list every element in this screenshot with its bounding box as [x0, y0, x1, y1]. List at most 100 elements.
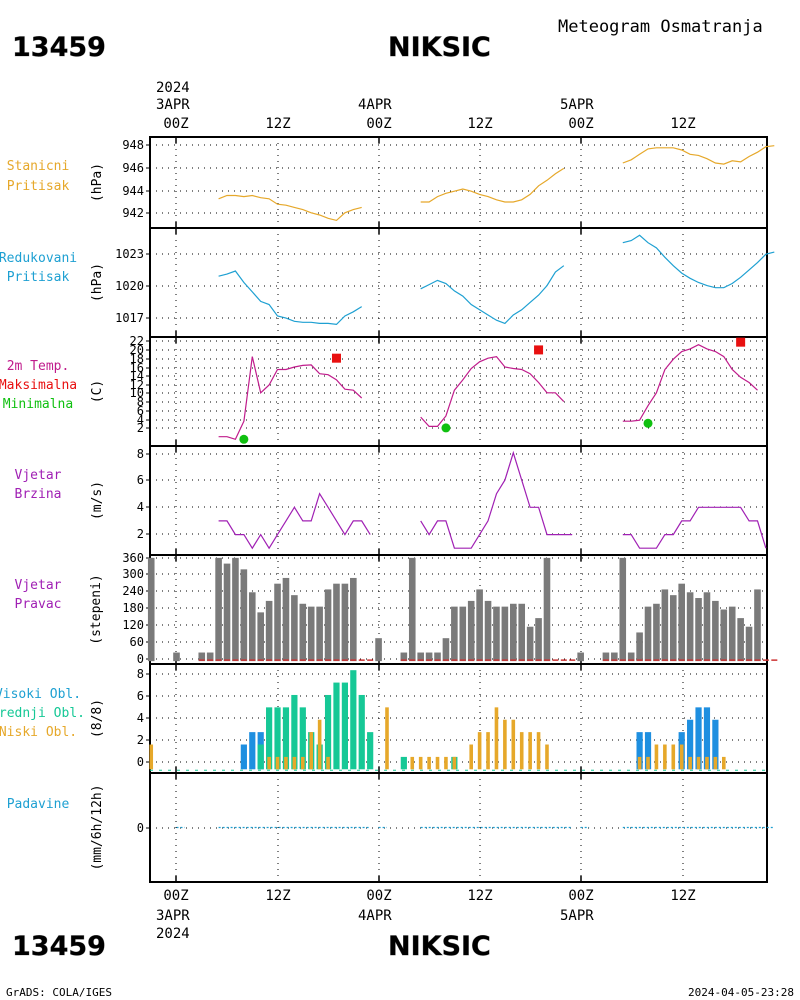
wind-direction-bar	[240, 569, 248, 662]
wind-direction-bar	[299, 603, 307, 662]
bottom-hour-1: 00Z	[163, 888, 188, 904]
wind-direction-bar	[265, 600, 273, 662]
wind-direction-bar	[341, 583, 349, 662]
cloud-bar-low	[696, 756, 701, 770]
cloud-bar-low	[722, 756, 726, 770]
cloud-bar-low	[486, 732, 490, 770]
top-hour-5: 00Z	[568, 116, 593, 132]
series-line	[420, 265, 565, 325]
wind-direction-bar	[543, 557, 551, 662]
series-line	[420, 355, 565, 427]
wind-direction-bar	[434, 652, 441, 662]
series-line	[420, 167, 565, 203]
top-hour-4: 12Z	[467, 116, 492, 132]
cloud-bar-low	[275, 756, 280, 770]
panel-label: Pravac	[15, 597, 62, 612]
station-id-top: 13459	[12, 32, 106, 63]
wind-direction-bar	[737, 618, 744, 662]
footer-right: 2024-04-05-23:28	[688, 986, 794, 999]
panel-label: Stanicni	[7, 159, 70, 174]
cloud-bar-low	[418, 756, 423, 770]
panel-p4: 8 6 4 2 (m/s) Vjetar Brzina	[15, 445, 768, 556]
cloud-bar-mid	[400, 756, 407, 770]
bottom-hour-4: 12Z	[467, 888, 492, 904]
cloud-bar-low	[545, 744, 549, 770]
top-day-1: 3APR	[156, 97, 190, 113]
wind-direction-bar	[451, 606, 458, 662]
y-axis-title: (mm/6h/12h)	[90, 784, 105, 870]
wind-direction-bar	[307, 606, 315, 662]
cloud-bar-high	[687, 719, 694, 770]
wind-direction-bar	[425, 652, 433, 662]
wind-direction-bar	[644, 606, 652, 662]
wind-direction-bar	[232, 557, 239, 662]
cloud-bar-mid	[324, 694, 332, 770]
y-tick-label: 18	[130, 352, 144, 366]
cloud-bar-mid	[282, 707, 290, 770]
y-tick-label: 2	[137, 527, 144, 541]
panel-frame	[149, 227, 768, 338]
cloud-bar-low	[637, 756, 642, 770]
y-tick-label: 6	[137, 689, 144, 703]
chart-title: Meteogram Osmatranja	[558, 17, 763, 37]
y-tick-label: 946	[122, 161, 144, 175]
wind-direction-bar	[257, 612, 264, 662]
cloud-bar-mid	[257, 744, 264, 770]
y-axis-title: (hPa)	[90, 263, 105, 302]
series-line	[218, 356, 363, 441]
top-year: 2024	[156, 80, 190, 96]
bottom-hour-3: 00Z	[366, 888, 391, 904]
wind-direction-bar	[333, 583, 340, 662]
panel-label: Vjetar	[15, 468, 62, 483]
wind-direction-bar	[577, 652, 584, 662]
min-temp-marker	[239, 434, 249, 444]
wind-direction-bar	[484, 600, 492, 662]
cloud-bar-mid	[367, 732, 374, 770]
cloud-bar-low	[267, 756, 271, 770]
wind-direction-bar	[350, 577, 357, 662]
cloud-bar-mid	[350, 670, 357, 770]
wind-direction-bar	[703, 592, 711, 662]
cloud-bar-low	[326, 756, 330, 770]
y-tick-label: 0	[137, 821, 144, 835]
wind-direction-bar	[417, 652, 424, 662]
wind-direction-bar	[467, 600, 475, 662]
y-tick-label: 1023	[115, 247, 144, 261]
wind-direction-bar	[324, 589, 332, 662]
top-day-2: 4APR	[358, 97, 392, 113]
wind-direction-bar	[248, 592, 256, 662]
y-tick-label: 360	[122, 551, 144, 565]
max-temp-marker	[736, 337, 746, 347]
wind-direction-bar	[274, 583, 281, 662]
y-tick-label: 10	[130, 386, 144, 400]
cloud-bar-high	[703, 707, 711, 770]
cloud-bar-low	[688, 756, 692, 770]
cloud-bar-low	[477, 732, 482, 770]
max-temp-marker	[534, 345, 544, 355]
wind-direction-bar	[526, 626, 534, 662]
cloud-bar-low	[705, 756, 709, 770]
series-line	[218, 270, 363, 326]
cloud-bar-low	[427, 756, 431, 770]
cloud-bar-low	[452, 756, 457, 770]
wind-direction-bar	[627, 652, 635, 662]
station-name-bottom: NIKSIC	[388, 931, 491, 962]
min-temp-marker	[441, 423, 451, 433]
wind-direction-bar	[316, 606, 323, 662]
panel-p5: 360 300 240 180 120 60 0 (stepeni) Vjetar Pravac	[15, 551, 778, 666]
y-tick-label: 60	[130, 635, 144, 649]
y-tick-label: 4	[137, 500, 144, 514]
wind-direction-bar	[636, 632, 643, 662]
cloud-bar-high	[695, 707, 702, 770]
wind-direction-bar	[206, 652, 214, 662]
cloud-bar-low	[646, 756, 650, 770]
y-tick-label: 240	[122, 584, 144, 598]
wind-direction-bar	[476, 589, 483, 662]
series-line	[218, 194, 362, 222]
wind-direction-bar	[661, 589, 669, 662]
wind-direction-bar	[510, 603, 517, 662]
panel-p1: 948 946 944 942 (hPa) Stanicni Pritisak	[7, 136, 775, 229]
bottom-day-1: 3APR	[156, 908, 190, 924]
y-tick-label: 0	[137, 755, 144, 769]
wind-direction-bar	[291, 595, 298, 662]
